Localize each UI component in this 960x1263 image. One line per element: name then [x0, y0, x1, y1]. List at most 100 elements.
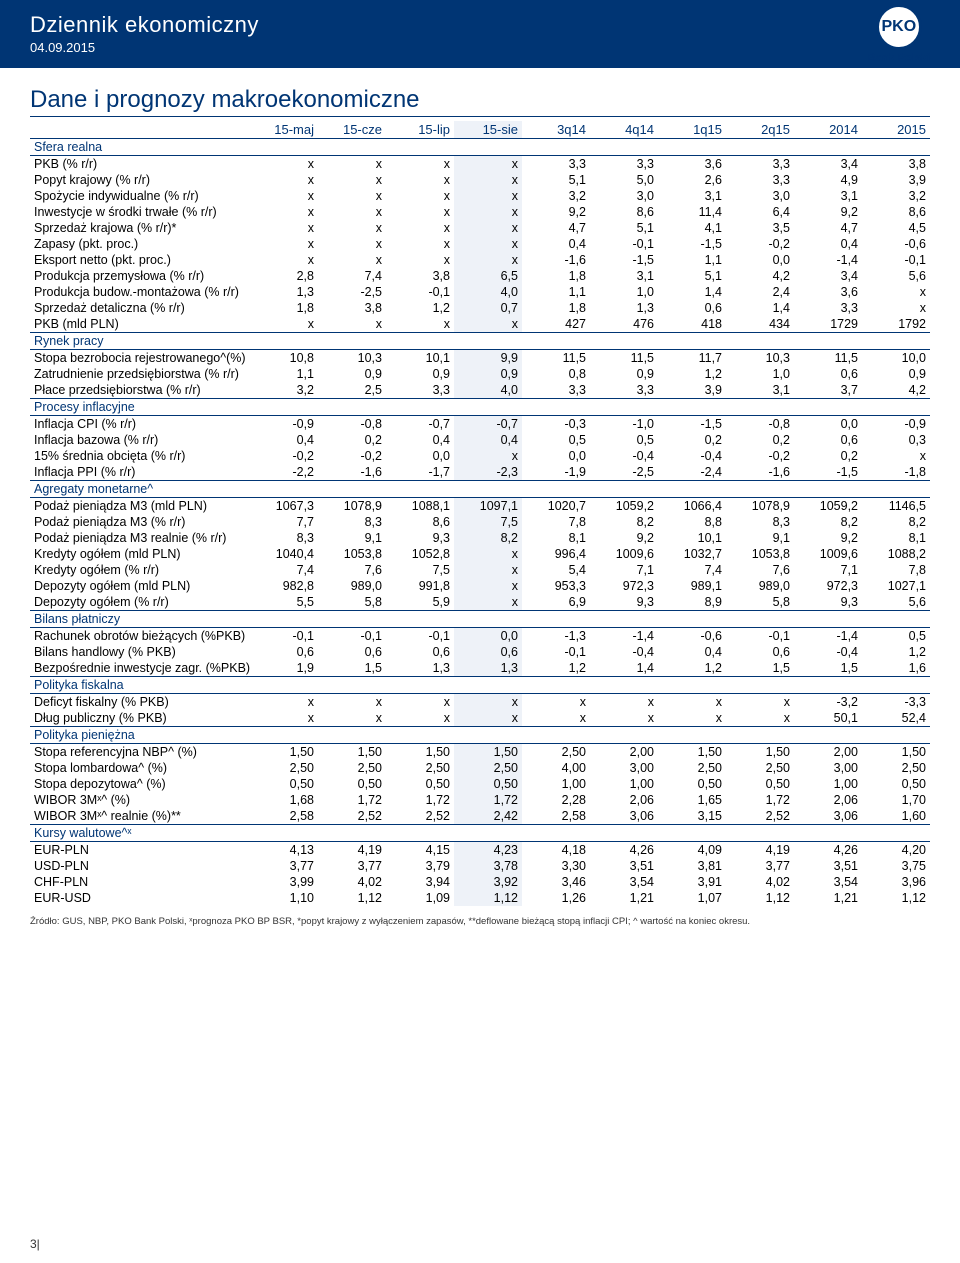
- cell: 2,8: [250, 268, 318, 284]
- table-header: 4q14: [590, 121, 658, 139]
- cell: 1,8: [250, 300, 318, 316]
- cell: 4,00: [522, 760, 590, 776]
- cell: 1792: [862, 316, 930, 333]
- cell: 8,6: [386, 514, 454, 530]
- cell: 1,70: [862, 792, 930, 808]
- cell: 3,06: [794, 808, 862, 825]
- cell: 8,3: [726, 514, 794, 530]
- cell: 0,9: [386, 366, 454, 382]
- cell: 3,94: [386, 874, 454, 890]
- cell: 7,4: [250, 562, 318, 578]
- cell: 1,72: [318, 792, 386, 808]
- row-label: USD-PLN: [30, 858, 250, 874]
- cell: 4,5: [862, 220, 930, 236]
- cell: 0,0: [726, 252, 794, 268]
- cell: 0,9: [590, 366, 658, 382]
- cell: 4,2: [726, 268, 794, 284]
- cell: 8,2: [454, 530, 522, 546]
- table-row: Inflacja CPI (% r/r)-0,9-0,8-0,7-0,7-0,3…: [30, 416, 930, 433]
- table-row: Spożycie indywidualne (% r/r)xxxx3,23,03…: [30, 188, 930, 204]
- cell: 2,50: [522, 744, 590, 761]
- cell: 7,8: [522, 514, 590, 530]
- cell: -2,2: [250, 464, 318, 481]
- cell: -0,2: [726, 236, 794, 252]
- row-label: Depozyty ogółem (mld PLN): [30, 578, 250, 594]
- table-row: EUR-PLN4,134,194,154,234,184,264,094,194…: [30, 842, 930, 859]
- cell: x: [318, 236, 386, 252]
- section-title: Dane i prognozy makroekonomiczne: [30, 86, 930, 117]
- cell: 0,0: [386, 448, 454, 464]
- table-row: Depozyty ogółem (% r/r)5,55,85,9x6,99,38…: [30, 594, 930, 611]
- cell: x: [250, 316, 318, 333]
- cell: 0,0: [794, 416, 862, 433]
- logo-subtext: Bank Polski: [868, 52, 930, 64]
- cell: x: [250, 236, 318, 252]
- cell: 3,78: [454, 858, 522, 874]
- cell: -1,6: [726, 464, 794, 481]
- cell: 2,06: [590, 792, 658, 808]
- cell: 1,5: [318, 660, 386, 677]
- cell: 1,72: [726, 792, 794, 808]
- cell: 3,3: [522, 156, 590, 173]
- cell: 0,5: [862, 628, 930, 645]
- cell: 1,60: [862, 808, 930, 825]
- table-section-row: Kursy walutowe^ˣ: [30, 825, 930, 842]
- cell: 0,9: [454, 366, 522, 382]
- cell: x: [250, 156, 318, 173]
- cell: -0,8: [726, 416, 794, 433]
- cell: 9,9: [454, 350, 522, 367]
- table-row: Inflacja bazowa (% r/r)0,40,20,40,40,50,…: [30, 432, 930, 448]
- cell: 1,50: [386, 744, 454, 761]
- cell: 0,8: [522, 366, 590, 382]
- table-row: CHF-PLN3,994,023,943,923,463,543,914,023…: [30, 874, 930, 890]
- cell: x: [454, 562, 522, 578]
- header-date: 04.09.2015: [30, 40, 930, 55]
- cell: 0,2: [726, 432, 794, 448]
- page-number: 3|: [30, 1237, 40, 1251]
- cell: 5,4: [522, 562, 590, 578]
- cell: 1053,8: [726, 546, 794, 562]
- cell: 3,77: [318, 858, 386, 874]
- cell: x: [658, 710, 726, 727]
- cell: -0,1: [522, 644, 590, 660]
- content-area: Dane i prognozy makroekonomiczne 15-maj1…: [0, 68, 960, 937]
- data-table: 15-maj15-cze15-lip15-sie3q144q141q152q15…: [30, 121, 930, 906]
- cell: 3,1: [590, 268, 658, 284]
- cell: -0,1: [862, 252, 930, 268]
- row-label: Inflacja bazowa (% r/r): [30, 432, 250, 448]
- cell: 1,50: [862, 744, 930, 761]
- cell: 3,9: [862, 172, 930, 188]
- cell: 0,2: [318, 432, 386, 448]
- cell: 52,4: [862, 710, 930, 727]
- cell: 10,1: [386, 350, 454, 367]
- table-header: 3q14: [522, 121, 590, 139]
- cell: 3,51: [590, 858, 658, 874]
- cell: x: [590, 694, 658, 711]
- cell: 9,2: [590, 530, 658, 546]
- table-row: Zapasy (pkt. proc.)xxxx0,4-0,1-1,5-0,20,…: [30, 236, 930, 252]
- cell: 0,50: [658, 776, 726, 792]
- cell: 8,3: [318, 514, 386, 530]
- cell: 0,50: [250, 776, 318, 792]
- table-row: PKB (% r/r)xxxx3,33,33,63,33,43,8: [30, 156, 930, 173]
- cell: 1097,1: [454, 498, 522, 515]
- cell: -1,5: [590, 252, 658, 268]
- cell: 3,3: [522, 382, 590, 399]
- cell: x: [386, 236, 454, 252]
- cell: 1027,1: [862, 578, 930, 594]
- cell: 7,7: [250, 514, 318, 530]
- cell: -0,6: [862, 236, 930, 252]
- cell: x: [250, 188, 318, 204]
- cell: 1,50: [318, 744, 386, 761]
- cell: 4,19: [318, 842, 386, 859]
- cell: 3,3: [726, 172, 794, 188]
- table-header: 15-sie: [454, 121, 522, 139]
- cell: -0,1: [318, 628, 386, 645]
- cell: -2,4: [658, 464, 726, 481]
- cell: 1729: [794, 316, 862, 333]
- cell: 1009,6: [794, 546, 862, 562]
- cell: 4,26: [794, 842, 862, 859]
- cell: -0,1: [386, 628, 454, 645]
- table-row: Podaż pieniądza M3 realnie (% r/r)8,39,1…: [30, 530, 930, 546]
- cell: x: [250, 252, 318, 268]
